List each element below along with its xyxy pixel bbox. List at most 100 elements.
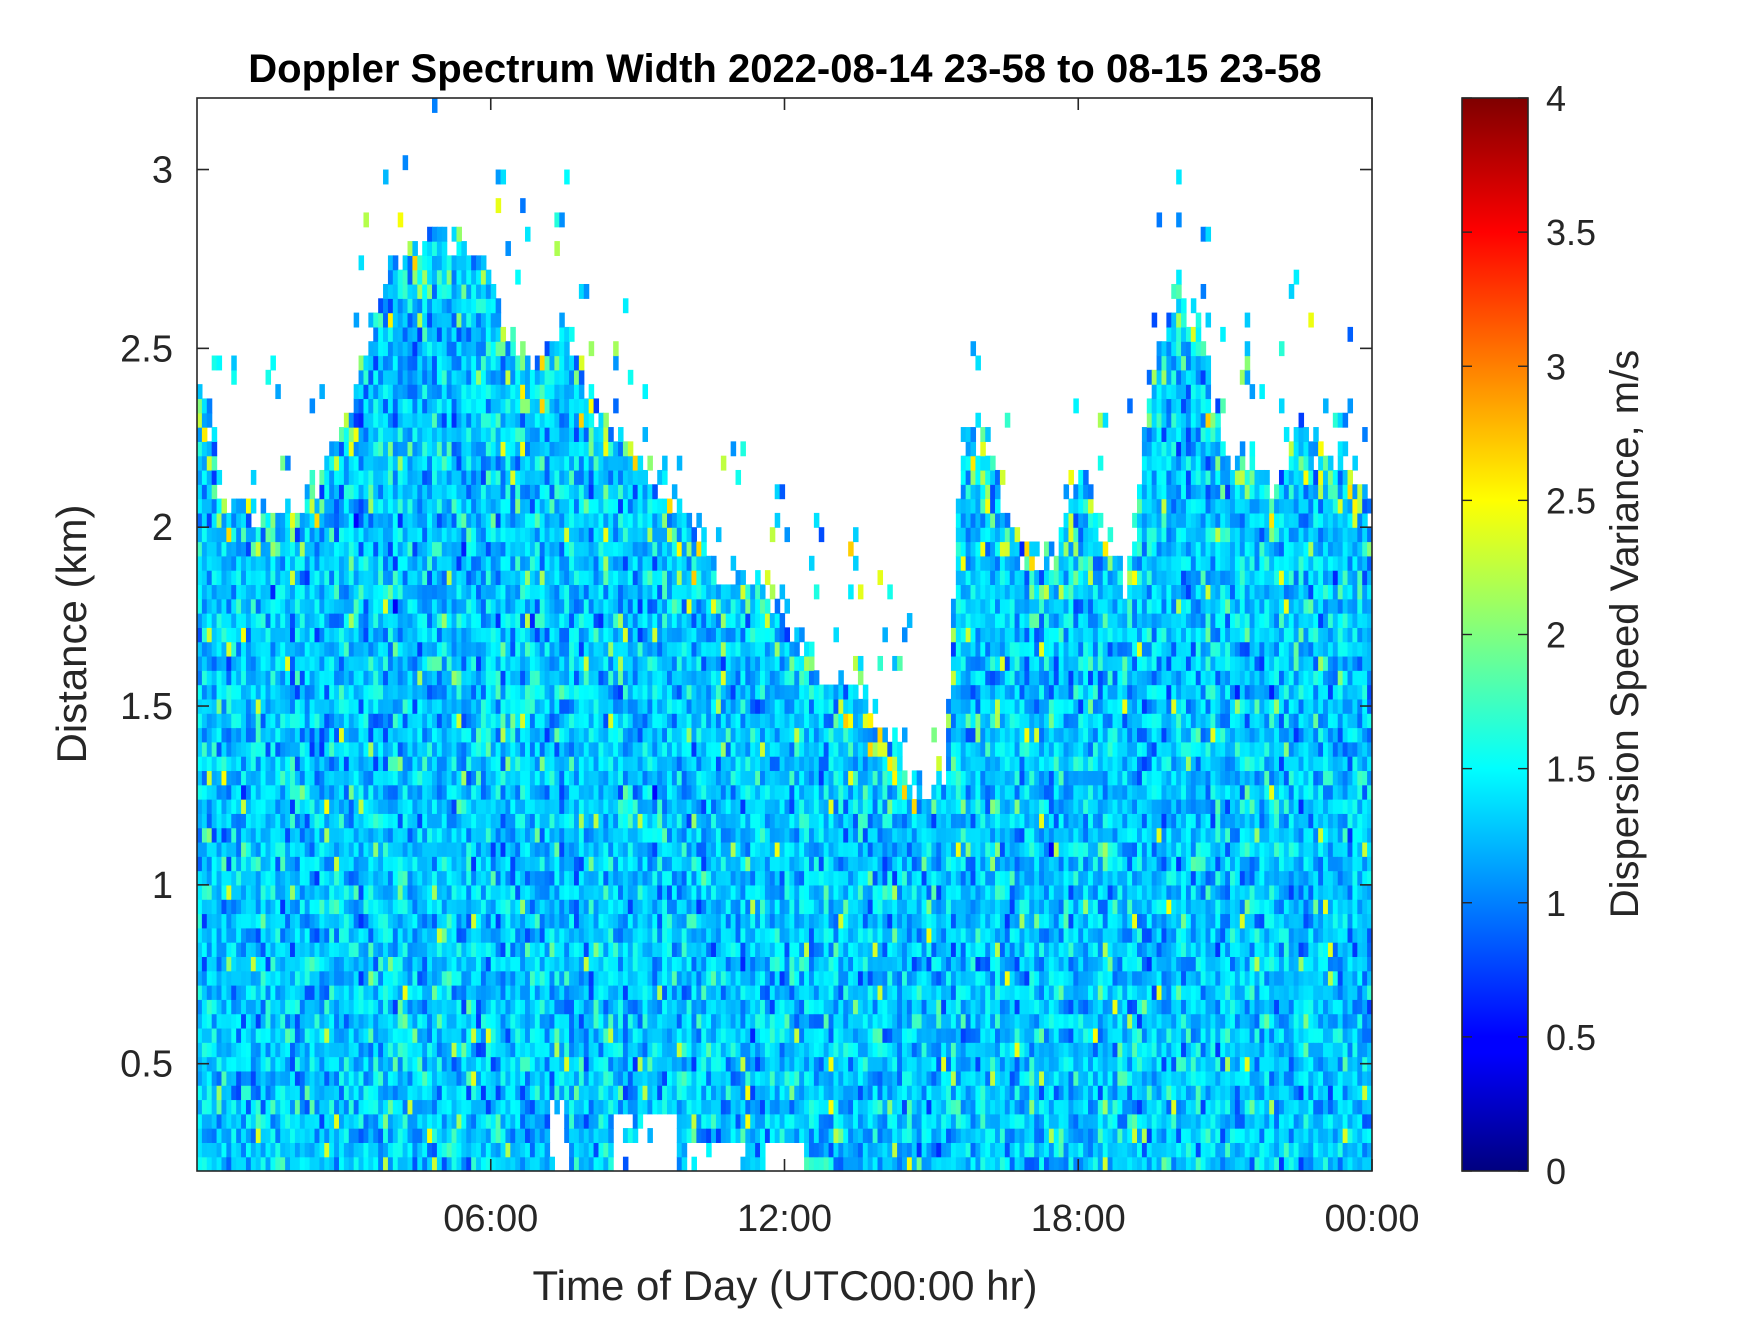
heatmap-cell — [417, 970, 423, 986]
heatmap-cell — [383, 555, 389, 571]
heatmap-cell — [441, 684, 448, 700]
heatmap-cell — [573, 427, 580, 442]
heatmap-cell — [231, 1056, 237, 1072]
heatmap-cell — [588, 698, 595, 714]
heatmap-cell — [461, 1085, 467, 1101]
heatmap-cell — [466, 1156, 472, 1171]
heatmap-cell — [236, 527, 242, 543]
heatmap-cell — [432, 255, 438, 271]
heatmap-cell — [480, 427, 487, 442]
heatmap-cell — [461, 1070, 467, 1086]
heatmap-cell — [412, 627, 418, 643]
heatmap-cell — [299, 999, 306, 1015]
heatmap-cell — [201, 1027, 208, 1043]
heatmap-cell — [593, 627, 600, 643]
heatmap-cell — [255, 813, 262, 829]
heatmap-cell — [294, 655, 301, 671]
heatmap-cell — [593, 1027, 600, 1043]
heatmap-cell — [270, 884, 276, 900]
heatmap-cell — [520, 598, 526, 614]
heatmap-cell — [383, 770, 389, 786]
heatmap-cell — [397, 498, 404, 514]
heatmap-cell — [485, 1013, 492, 1029]
heatmap-cell — [368, 741, 374, 757]
heatmap-cell — [392, 770, 399, 786]
heatmap-cell — [569, 641, 575, 657]
heatmap-cell — [241, 770, 247, 786]
heatmap-cell — [549, 927, 555, 943]
heatmap-cell — [285, 1128, 291, 1143]
heatmap-cell — [427, 398, 433, 414]
heatmap-cell — [432, 1142, 438, 1158]
heatmap-cell — [583, 1042, 590, 1058]
heatmap-cell — [436, 1070, 443, 1086]
heatmap-cell — [578, 713, 585, 729]
heatmap-cell — [554, 341, 560, 357]
heatmap-cell — [554, 241, 560, 256]
heatmap-cell — [265, 570, 272, 586]
heatmap-cell — [422, 670, 428, 686]
heatmap-cell — [554, 985, 560, 1000]
heatmap-cell — [363, 756, 369, 772]
heatmap-cell — [216, 598, 223, 614]
heatmap-cell — [490, 326, 497, 342]
heatmap-cell — [618, 799, 624, 814]
heatmap-cell — [436, 441, 443, 457]
heatmap-cell — [583, 484, 590, 500]
heatmap-cell — [441, 698, 448, 714]
heatmap-cell — [466, 398, 472, 414]
heatmap-cell — [613, 956, 619, 972]
heatmap-cell — [583, 999, 590, 1015]
heatmap-cell — [564, 469, 570, 485]
heatmap-cell — [627, 1085, 634, 1101]
heatmap-cell — [539, 870, 546, 886]
heatmap-cell — [578, 1085, 585, 1101]
heatmap-cell — [534, 827, 541, 843]
heatmap-cell — [319, 999, 325, 1015]
heatmap-cell — [397, 956, 404, 972]
heatmap-cell — [402, 1085, 409, 1101]
heatmap-cell — [441, 827, 448, 843]
heatmap-cell — [588, 455, 595, 471]
heatmap-cell — [387, 584, 394, 600]
heatmap-cell — [378, 942, 384, 957]
heatmap-cell — [314, 899, 320, 915]
heatmap-cell — [383, 698, 389, 714]
heatmap-cell — [290, 870, 296, 886]
heatmap-cell — [392, 555, 399, 571]
heatmap-cell — [480, 269, 487, 285]
heatmap-cell — [451, 727, 458, 743]
heatmap-cell — [432, 312, 438, 328]
heatmap-cell — [588, 613, 595, 628]
heatmap-cell — [593, 813, 600, 829]
heatmap-cell — [270, 570, 276, 586]
heatmap-cell — [265, 655, 272, 671]
heatmap-cell — [466, 942, 472, 957]
heatmap-cell — [197, 856, 203, 872]
heatmap-cell — [368, 970, 374, 986]
heatmap-cell — [201, 527, 208, 543]
heatmap-cell — [387, 441, 394, 457]
heatmap-cell — [510, 1013, 516, 1029]
heatmap-cell — [554, 655, 560, 671]
heatmap-cell — [329, 741, 335, 757]
heatmap-cell — [613, 698, 619, 714]
heatmap-cell — [363, 727, 369, 743]
heatmap-cell — [510, 942, 516, 957]
heatmap-cell — [387, 384, 394, 400]
heatmap-cell — [250, 1113, 257, 1129]
heatmap-cell — [353, 784, 360, 800]
heatmap-cell — [432, 627, 438, 643]
heatmap-cell — [422, 942, 428, 957]
heatmap-cell — [280, 684, 286, 700]
heatmap-cell — [221, 770, 227, 786]
heatmap-cell — [265, 598, 272, 614]
heatmap-cell — [236, 641, 242, 657]
heatmap-cell — [559, 942, 565, 957]
heatmap-cell — [201, 1013, 208, 1029]
heatmap-cell — [368, 1056, 374, 1072]
heatmap-cell — [525, 1042, 531, 1058]
heatmap-cell — [500, 484, 507, 500]
heatmap-cell — [432, 913, 438, 929]
heatmap-cell — [206, 985, 213, 1000]
